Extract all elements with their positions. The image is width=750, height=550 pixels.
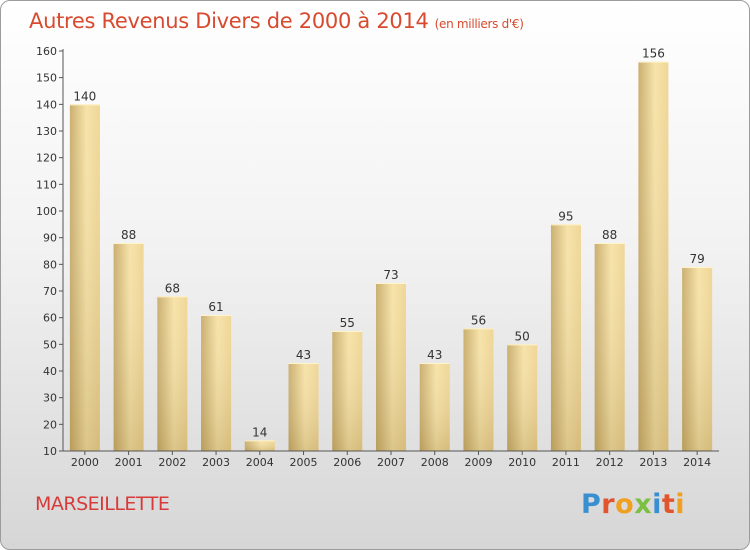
y-tick-label: 120 [36,152,57,165]
logo-letter: i [675,489,686,520]
bar-shade [376,283,406,451]
bar-shade [332,331,363,451]
bar-shade [638,61,669,452]
y-tick-label: 50 [43,338,57,351]
bar-value-label: 88 [602,228,617,242]
bar-value-label: 156 [642,47,665,61]
place-name: MARSEILLETTE [35,493,170,515]
bars-group: 140 88 68 61 14 43 55 73 43 56 50 95 88 156 79 [69,47,713,452]
bar-value-label: 55 [340,316,355,330]
bar-value-label: 68 [165,281,180,295]
chart-unit: (en milliers d'€) [434,17,524,31]
logo-letter: r [601,489,616,520]
x-tick-label: 2004 [246,456,274,469]
y-tick-label: 40 [43,365,57,378]
bar-value-label: 50 [515,329,530,343]
x-tick-label: 2011 [552,456,580,469]
bar-shade [113,243,144,451]
y-tick-label: 90 [43,232,57,245]
x-tick-label: 2014 [683,456,711,469]
bar-value-label: 73 [383,268,398,282]
bar-shade [201,315,232,451]
y-tick-label: 10 [43,445,57,458]
x-tick-label: 2012 [596,456,624,469]
y-tick-label: 140 [36,98,57,111]
bar-value-label: 43 [427,348,442,362]
x-tick-label: 2000 [71,456,99,469]
x-tick-label: 2013 [639,456,667,469]
y-tick-label: 70 [43,285,57,298]
x-tick-label: 2010 [508,456,536,469]
chart-title: Autres Revenus Divers de 2000 à 2014 (en … [29,9,524,33]
y-tick-label: 150 [36,72,57,85]
bar-shade [244,440,275,451]
y-tick-label: 130 [36,125,57,138]
logo-letter: x [634,489,653,520]
y-tick-label: 160 [36,45,57,58]
bar-value-label: 140 [73,89,96,103]
y-tick-label: 80 [43,258,57,271]
bar-shade [463,328,494,451]
bar-shade [157,296,188,451]
logo-letter: P [581,489,602,520]
y-tick-label: 30 [43,392,57,405]
x-tick-label: 2009 [464,456,492,469]
x-tick-label: 2005 [290,456,318,469]
bar-value-label: 56 [471,313,486,327]
y-axis: 10 20 30 40 50 60 70 80 90 100 110 120 130 140 150 160 [36,45,64,458]
y-tick-label: 100 [36,205,57,218]
proxiti-logo: Proxiti [581,489,685,520]
bar-shade [594,243,625,451]
bar-value-label: 61 [208,300,223,314]
bar-value-label: 88 [121,228,136,242]
bar-value-label: 79 [689,252,704,266]
x-tick-label: 2008 [421,456,449,469]
bar-value-label: 43 [296,348,311,362]
bar-value-label: 14 [252,425,267,439]
x-tick-label: 2006 [333,456,361,469]
bar-value-label: 95 [558,209,573,223]
x-axis: 2000 2001 2002 2003 2004 2005 2006 2007 2008 2009… [63,450,719,469]
y-tick-label: 110 [36,178,57,191]
logo-letter: i [652,489,662,520]
x-tick-label: 2003 [202,456,230,469]
logo-letter: o [615,489,635,520]
chart-title-text: Autres Revenus Divers de 2000 à 2014 [29,9,429,33]
y-tick-label: 20 [43,418,57,431]
bar-shade [507,344,538,451]
x-tick-label: 2007 [377,456,405,469]
x-tick-label: 2001 [115,456,143,469]
x-tick-label: 2002 [158,456,186,469]
logo-letter: t [661,489,676,520]
bar-shade [288,363,319,451]
bar-shade [69,104,100,451]
bar-shade [550,224,581,451]
bar-shade [419,363,450,451]
y-tick-label: 60 [43,312,57,325]
bar-shade [682,267,713,451]
